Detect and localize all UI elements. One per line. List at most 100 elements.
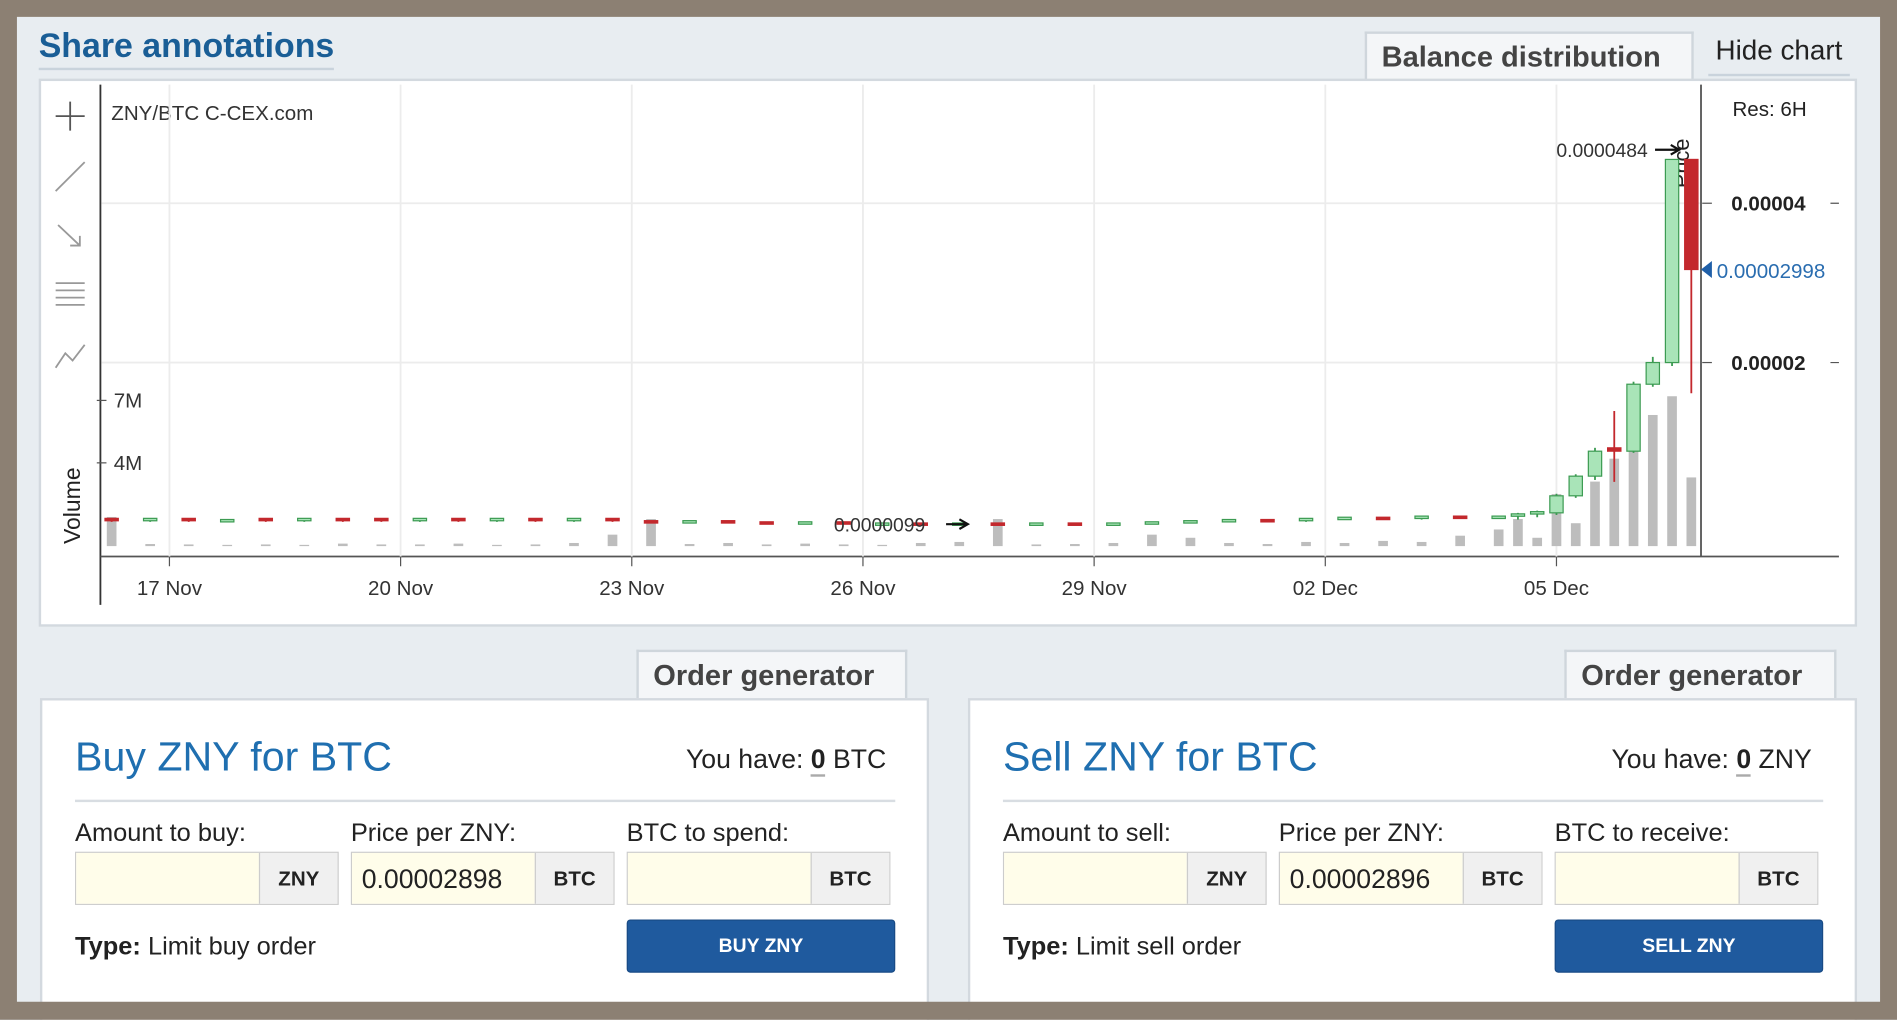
x-tick-label: 02 Dec <box>1293 577 1358 600</box>
volume-bar <box>183 544 194 547</box>
field-label: Price per ZNY: <box>350 819 517 847</box>
volume-bar <box>1031 544 1042 547</box>
candle-body <box>1414 515 1429 520</box>
symbol: ZNY/BTC C-CEX.com <box>111 102 313 125</box>
volume-bar <box>1628 446 1639 547</box>
candle-body <box>1510 513 1526 517</box>
balance-value: 0 <box>1736 744 1751 777</box>
volume-bar <box>1667 396 1677 547</box>
candle-body <box>1491 515 1506 520</box>
candle-body <box>258 517 274 522</box>
min-label: 0.0000099 <box>834 514 925 536</box>
total-input[interactable]: BTC <box>1554 851 1819 905</box>
volume-bar <box>992 519 1003 547</box>
volume-bar <box>145 544 156 547</box>
candle-body <box>1375 516 1391 521</box>
y-tick-label: 0.00002 <box>1731 352 1805 375</box>
crosshair-tool[interactable] <box>55 101 85 131</box>
order-panel: Buy ZNY for BTC You have: 0 BTC Amount t… <box>39 698 930 1020</box>
balance-label: You have: <box>685 744 804 775</box>
volume-bar <box>1108 542 1119 547</box>
volume-bar <box>1455 535 1465 547</box>
candle-body <box>142 517 158 522</box>
input-value[interactable]: 0.00002898 <box>352 852 535 904</box>
volume-bar <box>800 543 810 547</box>
volume-bar <box>376 544 387 547</box>
volume-bar <box>1570 523 1581 547</box>
amount-input[interactable]: ZNY <box>1002 851 1267 905</box>
candle-body <box>1684 158 1699 271</box>
candle-body <box>104 517 119 522</box>
candle-body <box>181 517 196 522</box>
volume-bar <box>1339 542 1350 547</box>
arrow-tool[interactable] <box>57 224 81 247</box>
volume-bar <box>1262 544 1273 547</box>
panel-title: Sell ZNY for BTC <box>1002 734 1318 781</box>
candle-body <box>1337 516 1352 521</box>
volume-bar <box>1301 541 1311 547</box>
candle-body <box>1549 495 1564 514</box>
input-value[interactable]: 0.00002896 <box>1279 852 1463 904</box>
candle-body <box>643 520 659 524</box>
volume-bar <box>607 534 618 547</box>
balance-unit: BTC <box>833 744 887 775</box>
input-unit: ZNY <box>1186 852 1266 904</box>
candle-body <box>1626 383 1641 452</box>
total-input[interactable]: BTC <box>626 851 891 905</box>
volume-bar <box>1686 477 1697 547</box>
x-tick-label: 05 Dec <box>1524 577 1589 600</box>
tab[interactable]: Order generator <box>636 649 908 701</box>
candle-body <box>759 521 774 525</box>
section-title: Share annotations <box>38 27 335 71</box>
volume-bar <box>337 543 348 547</box>
volume-bar <box>1378 540 1388 547</box>
y2-axis-label: Volume <box>59 467 85 544</box>
pattern-tool[interactable] <box>54 344 86 369</box>
input-unit: ZNY <box>258 852 338 904</box>
volume-bar <box>761 544 772 547</box>
candle-body <box>720 520 736 524</box>
input-value[interactable] <box>76 852 259 904</box>
input-unit: BTC <box>1738 852 1818 904</box>
hide-chart[interactable]: Hide chart <box>1708 31 1850 77</box>
resolution: Res: 6H <box>1732 98 1806 121</box>
last-price-marker <box>1701 261 1712 278</box>
candle-body <box>990 522 1006 526</box>
balance-value: 0 <box>810 744 826 777</box>
order-panel: Sell ZNY for BTC You have: 0 ZNY Amount … <box>967 698 1858 1020</box>
volume-bar <box>1551 494 1562 547</box>
volume-bar <box>646 519 656 547</box>
input-unit: BTC <box>1462 852 1542 904</box>
volume-bar <box>838 544 849 547</box>
input-value[interactable] <box>1555 852 1739 904</box>
input-value[interactable] <box>627 852 811 904</box>
candle-body <box>836 521 851 525</box>
volume-bar <box>1609 458 1620 547</box>
price-input[interactable]: 0.00002896 BTC <box>1278 851 1543 905</box>
input-value[interactable] <box>1004 852 1187 904</box>
candle-body <box>1144 521 1160 525</box>
tab[interactable]: Order generator <box>1564 649 1837 701</box>
amount-input[interactable]: ZNY <box>75 851 339 905</box>
fib-tool[interactable] <box>55 282 85 306</box>
field-label: Amount to sell: <box>1002 819 1171 847</box>
sell-button[interactable]: SELL ZNY <box>1554 919 1824 973</box>
price-input[interactable]: 0.00002898 BTC <box>350 851 615 905</box>
panel-title: Buy ZNY for BTC <box>75 734 392 781</box>
type-value: Limit sell order <box>1075 932 1242 961</box>
volume-bar <box>684 544 695 547</box>
type-value: Limit buy order <box>147 932 316 961</box>
y2-tick-label: 4M <box>114 452 143 475</box>
candle-body <box>1067 522 1083 526</box>
tab[interactable]: Balance distribution <box>1364 31 1694 85</box>
line-tool[interactable] <box>55 161 86 192</box>
volume-bar <box>222 544 233 547</box>
candle-body <box>1568 475 1583 497</box>
input-unit: BTC <box>810 852 890 904</box>
toolbar <box>54 101 86 369</box>
candle-body <box>219 518 235 523</box>
candle-body <box>412 517 428 522</box>
candle-body <box>797 521 813 525</box>
buy-button[interactable]: BUY ZNY <box>626 919 896 973</box>
